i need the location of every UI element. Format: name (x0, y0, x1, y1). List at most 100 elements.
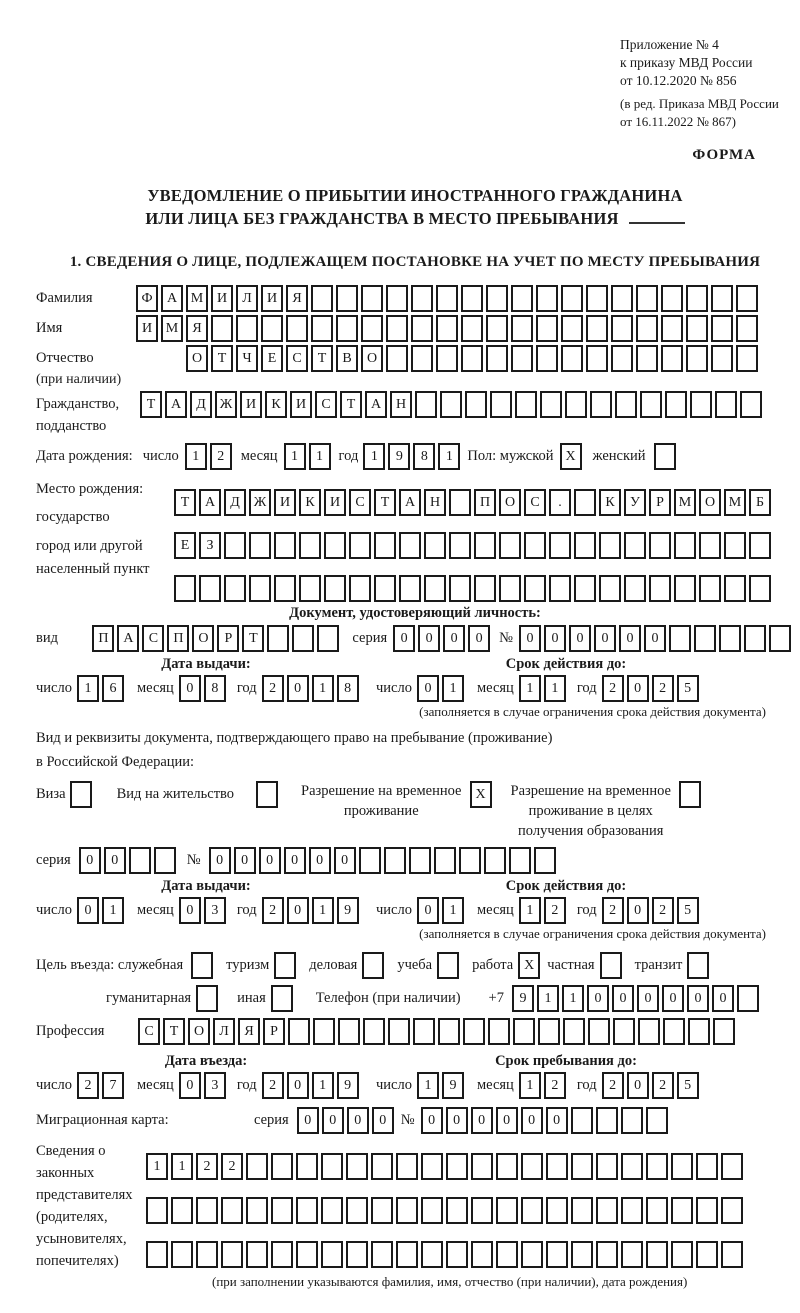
char-cell[interactable]: Н (424, 489, 446, 516)
char-cell[interactable]: 1 (441, 675, 464, 702)
char-cell[interactable]: Д (190, 391, 212, 418)
char-cell[interactable]: 0 (611, 985, 634, 1012)
char-cell[interactable] (521, 1197, 543, 1224)
char-cell[interactable] (687, 952, 710, 979)
char-cell[interactable] (715, 391, 737, 418)
char-cell[interactable] (536, 285, 558, 312)
char-cell[interactable]: П (474, 489, 496, 516)
char-cell[interactable]: У (624, 489, 646, 516)
char-cell[interactable]: 9 (336, 1072, 359, 1099)
char-cell[interactable]: 0 (495, 1107, 518, 1134)
char-cell[interactable]: 9 (441, 1072, 464, 1099)
char-cell[interactable]: О (188, 1018, 210, 1045)
char-cell[interactable] (736, 345, 758, 372)
char-cell[interactable]: Я (286, 285, 308, 312)
char-cell[interactable]: 0 (208, 847, 231, 874)
char-cell[interactable] (191, 952, 214, 979)
char-cell[interactable]: Т (340, 391, 362, 418)
char-cell[interactable]: 2 (601, 897, 624, 924)
char-cell[interactable]: С (315, 391, 337, 418)
char-cell[interactable]: М (724, 489, 746, 516)
char-cell[interactable] (296, 1197, 318, 1224)
char-cell[interactable]: 2 (196, 1153, 218, 1180)
char-cell[interactable] (686, 285, 708, 312)
char-cell[interactable] (388, 1018, 410, 1045)
char-cell[interactable]: 6 (101, 675, 124, 702)
char-cell[interactable] (513, 1018, 535, 1045)
char-cell[interactable] (711, 315, 733, 342)
char-cell[interactable]: 2 (601, 1072, 624, 1099)
char-cell[interactable] (449, 532, 471, 559)
char-cell[interactable]: 8 (203, 675, 226, 702)
char-cell[interactable]: 1 (536, 985, 559, 1012)
char-cell[interactable] (371, 1197, 393, 1224)
char-cell[interactable]: Т (163, 1018, 185, 1045)
char-cell[interactable]: 0 (321, 1107, 344, 1134)
char-cell[interactable]: 1 (416, 1072, 439, 1099)
char-cell[interactable] (640, 391, 662, 418)
char-cell[interactable] (386, 315, 408, 342)
char-cell[interactable] (361, 315, 383, 342)
char-cell[interactable] (396, 1197, 418, 1224)
char-cell[interactable] (128, 847, 151, 874)
char-cell[interactable]: 2 (651, 897, 674, 924)
char-cell[interactable]: К (265, 391, 287, 418)
char-cell[interactable]: 0 (416, 675, 439, 702)
char-cell[interactable] (561, 345, 583, 372)
char-cell[interactable] (488, 1018, 510, 1045)
char-cell[interactable] (549, 575, 571, 602)
char-cell[interactable] (599, 575, 621, 602)
char-cell[interactable] (386, 285, 408, 312)
char-cell[interactable] (196, 1197, 218, 1224)
char-cell[interactable] (411, 345, 433, 372)
char-cell[interactable] (324, 532, 346, 559)
char-cell[interactable]: 0 (76, 897, 99, 924)
char-cell[interactable] (624, 575, 646, 602)
char-cell[interactable]: 1 (308, 443, 331, 470)
char-cell[interactable]: Р (649, 489, 671, 516)
char-cell[interactable]: А (117, 625, 140, 652)
char-cell[interactable] (711, 345, 733, 372)
char-cell[interactable]: 1 (518, 675, 541, 702)
char-cell[interactable]: 0 (470, 1107, 493, 1134)
char-cell[interactable]: С (524, 489, 546, 516)
char-cell[interactable] (374, 532, 396, 559)
char-cell[interactable] (646, 1153, 668, 1180)
char-cell[interactable]: Ж (249, 489, 271, 516)
char-cell[interactable]: 3 (203, 897, 226, 924)
char-cell[interactable] (533, 847, 556, 874)
char-cell[interactable] (508, 847, 531, 874)
char-cell[interactable]: 0 (103, 847, 126, 874)
char-cell[interactable] (299, 575, 321, 602)
char-cell[interactable]: И (211, 285, 233, 312)
char-cell[interactable]: 1 (561, 985, 584, 1012)
char-cell[interactable] (288, 1018, 310, 1045)
char-cell[interactable] (346, 1241, 368, 1268)
char-cell[interactable] (521, 1153, 543, 1180)
char-cell[interactable] (463, 1018, 485, 1045)
char-cell[interactable]: 0 (661, 985, 684, 1012)
char-cell[interactable]: 1 (146, 1153, 168, 1180)
char-cell[interactable]: Т (311, 345, 333, 372)
char-cell[interactable] (321, 1153, 343, 1180)
char-cell[interactable]: 9 (388, 443, 411, 470)
char-cell[interactable] (292, 625, 315, 652)
char-cell[interactable]: 9 (336, 897, 359, 924)
char-cell[interactable] (671, 1153, 693, 1180)
char-cell[interactable] (486, 315, 508, 342)
char-cell[interactable] (246, 1197, 268, 1224)
char-cell[interactable] (611, 285, 633, 312)
char-cell[interactable] (221, 1197, 243, 1224)
char-cell[interactable] (458, 847, 481, 874)
char-cell[interactable]: М (161, 315, 183, 342)
char-cell[interactable] (486, 345, 508, 372)
char-cell[interactable] (361, 285, 383, 312)
char-cell[interactable] (271, 1197, 293, 1224)
char-cell[interactable]: Т (174, 489, 196, 516)
char-cell[interactable] (421, 1197, 443, 1224)
char-cell[interactable] (524, 575, 546, 602)
char-cell[interactable] (196, 985, 219, 1012)
char-cell[interactable] (721, 1153, 743, 1180)
char-cell[interactable]: 1 (438, 443, 461, 470)
char-cell[interactable] (371, 1153, 393, 1180)
